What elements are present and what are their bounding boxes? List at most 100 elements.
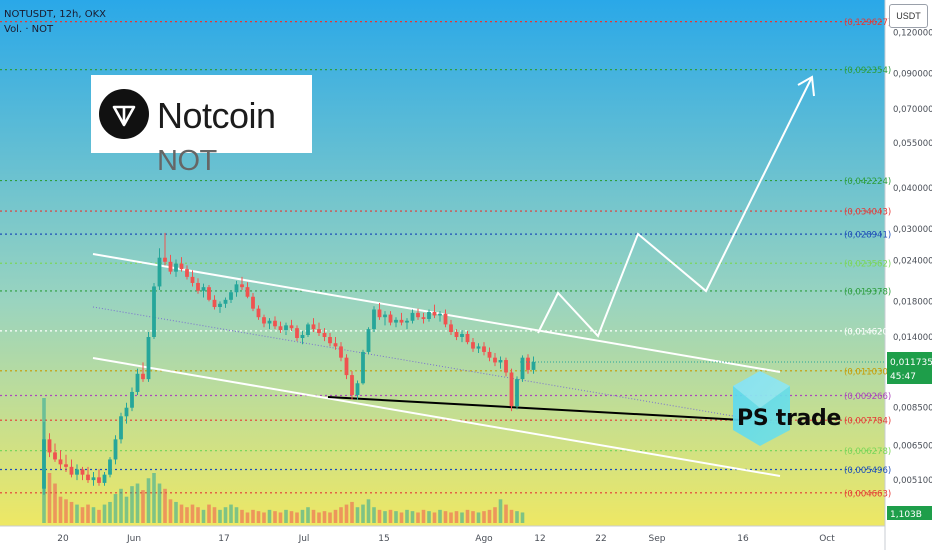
candle xyxy=(267,318,272,330)
volume-bar xyxy=(339,507,343,523)
volume-bar xyxy=(306,507,310,523)
volume-bar xyxy=(504,504,508,523)
candle xyxy=(229,290,233,303)
price-tick-label: 0,040000 xyxy=(893,184,932,194)
candle xyxy=(311,318,316,333)
channel-lower-line xyxy=(92,357,781,477)
volume-bar xyxy=(465,509,470,523)
candle xyxy=(124,402,129,424)
volume-bar xyxy=(273,511,277,523)
currency-button[interactable]: USDT xyxy=(889,4,928,28)
volume-bar xyxy=(410,511,415,523)
candle xyxy=(47,433,52,458)
candle xyxy=(432,304,437,319)
volume-bar xyxy=(322,511,327,523)
volume-bar xyxy=(130,486,134,523)
level-label: (0,028941) xyxy=(844,231,891,241)
price-tick-label: 0,008500 xyxy=(893,404,932,414)
notcoin-logo-icon xyxy=(99,89,149,139)
candle xyxy=(168,254,173,275)
volume-bar xyxy=(520,512,525,523)
channel-upper-line xyxy=(92,253,781,373)
candle xyxy=(152,282,156,340)
volume-bar xyxy=(515,511,519,523)
time-tick-label: 22 xyxy=(595,534,606,544)
volume-bar xyxy=(476,512,481,523)
drawings xyxy=(92,75,815,477)
candle xyxy=(465,331,470,345)
time-tick-label: 16 xyxy=(737,534,749,544)
price-tick-label: 0,018000 xyxy=(893,297,932,307)
volume-bar xyxy=(482,511,486,523)
volume-bar xyxy=(108,501,112,523)
volume-bar xyxy=(218,509,222,523)
watermark-hexagon xyxy=(733,371,790,446)
time-tick-label: 12 xyxy=(534,534,545,544)
symbol-info[interactable]: NOTUSDT, 12h, OKX xyxy=(4,9,106,20)
volume-bar xyxy=(289,511,294,523)
candle xyxy=(317,322,321,336)
candle xyxy=(438,311,442,322)
notcoin-logo: Notcoin NOT xyxy=(91,75,312,177)
volume-bar xyxy=(454,511,459,523)
current-price-value: 0,011735 xyxy=(890,358,932,368)
price-tick-label: 0,055000 xyxy=(893,139,932,149)
price-tick-label: 0,090000 xyxy=(893,69,932,79)
candle xyxy=(218,301,222,313)
volume-bar xyxy=(152,473,156,523)
volume-bar xyxy=(251,509,255,523)
time-scale-background xyxy=(0,526,932,550)
candle xyxy=(504,357,508,377)
candle xyxy=(443,309,448,328)
candle xyxy=(223,297,228,308)
candle xyxy=(196,278,200,294)
candle xyxy=(119,412,123,444)
volume-bar xyxy=(102,504,107,523)
volume-bar xyxy=(300,509,305,523)
volume-bar xyxy=(421,509,426,523)
volume-bar xyxy=(245,512,250,523)
volume-bar xyxy=(449,512,453,523)
candle xyxy=(157,248,162,291)
candle xyxy=(410,309,415,324)
candle xyxy=(185,265,189,280)
volume-bar xyxy=(47,473,52,523)
candle xyxy=(289,319,294,332)
candle xyxy=(482,342,486,356)
volume-bar xyxy=(493,507,497,523)
candle xyxy=(383,311,387,326)
volume-bar xyxy=(361,504,365,523)
candle xyxy=(476,343,481,354)
price-tick-label: 0,120000 xyxy=(893,29,932,39)
candle xyxy=(108,457,112,478)
candle xyxy=(201,283,206,298)
volume-bar xyxy=(119,488,123,523)
level-label: (0,034043) xyxy=(844,208,891,218)
volume-bar xyxy=(212,507,217,523)
logo-ticker: NOT xyxy=(157,145,217,177)
volume-indicator-label[interactable]: Vol. · NOT xyxy=(4,24,54,35)
volume-bar xyxy=(229,504,233,523)
level-label: (0,011030) xyxy=(844,367,891,377)
candle xyxy=(388,311,393,326)
volume-bar xyxy=(498,499,503,523)
volume-bar xyxy=(174,501,178,523)
ps-trade-watermark: PS trade xyxy=(737,406,842,431)
level-label: (0,005496) xyxy=(844,466,891,476)
candle xyxy=(86,466,90,483)
level-label: (0,042224) xyxy=(844,177,891,187)
candle xyxy=(526,354,530,374)
candle xyxy=(515,376,519,410)
time-tick-label: Jun xyxy=(126,534,141,544)
time-tick-label: 20 xyxy=(57,534,69,544)
candle xyxy=(372,306,376,333)
volume-bar xyxy=(471,511,475,523)
price-tick-label: 0,024000 xyxy=(893,257,932,267)
level-label: (0,092354) xyxy=(844,66,891,76)
countdown-value: 45:47 xyxy=(890,372,916,382)
candle xyxy=(102,471,107,486)
watermark-hexagon-facet xyxy=(733,371,790,408)
volume-bar xyxy=(163,488,167,523)
